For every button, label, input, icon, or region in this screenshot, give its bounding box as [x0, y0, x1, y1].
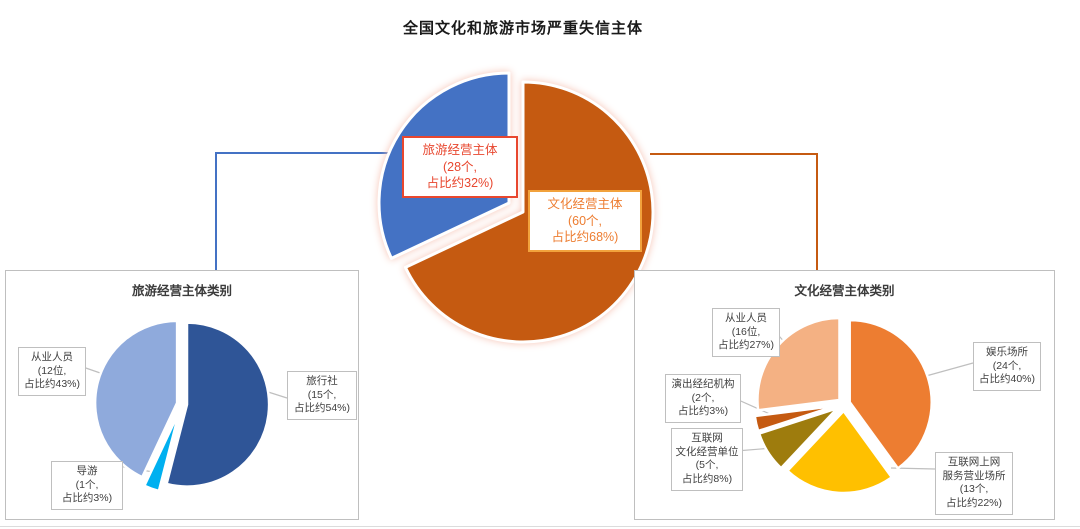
pie-slice-internet-culture-unit — [757, 407, 839, 470]
pie-slice-entertainment — [848, 318, 933, 470]
connector-left-horizontal — [215, 152, 390, 154]
pie-slice-travel-agency — [165, 321, 271, 488]
tourism-entities-label: 旅游经营主体 (28个, 占比约32%) — [402, 136, 518, 198]
tourism-panel-title: 旅游经营主体类别 — [131, 284, 232, 298]
culture-entities-label: 文化经营主体 (60个, 占比约68%) — [528, 190, 642, 252]
label-practitioners: 从业人员 (12位, 占比约43%) — [18, 347, 86, 396]
callout-line-yule — [925, 362, 974, 377]
label-internet-cafe: 互联网上网 服务营业场所 (13个, 占比约22%) — [935, 452, 1013, 515]
label-travel-agency: 旅行社 (15个, 占比约54%) — [287, 371, 357, 420]
bottom-divider — [0, 526, 1080, 527]
page-title: 全国文化和旅游市场严重失信主体 — [402, 20, 643, 37]
connector-right-horizontal — [650, 153, 818, 155]
label-performance-agency: 演出经纪机构 (2个, 占比约3%) — [665, 374, 741, 423]
label-tour-guide: 导游 (1个, 占比约3%) — [51, 461, 123, 510]
tourism-pie-chart — [79, 319, 288, 493]
tourism-categories-panel: 旅游经营主体类别 从业人员 (12位, 占比约43%) 旅行社 (15个, 占比… — [5, 270, 359, 520]
connector-right-vertical — [816, 153, 818, 270]
culture-pie-chart — [733, 316, 974, 495]
pie-slice-tour-guide — [143, 410, 181, 493]
pie-slice-performance-agency — [753, 404, 838, 433]
culture-categories-panel: 文化经营主体类别 从业人员 (16位, 占比约27%) 娱乐场所 (24个, 占… — [634, 270, 1055, 520]
label-practitioners-r: 从业人员 (16位, 占比约27%) — [712, 308, 780, 357]
pie-slice-internet-cafe — [786, 409, 894, 495]
connector-left-vertical — [215, 152, 217, 270]
culture-panel-title: 文化经营主体类别 — [794, 284, 895, 298]
label-internet-culture-unit: 互联网 文化经营单位 (5个, 占比约8%) — [671, 428, 743, 491]
label-entertainment: 娱乐场所 (24个, 占比约40%) — [973, 342, 1041, 391]
